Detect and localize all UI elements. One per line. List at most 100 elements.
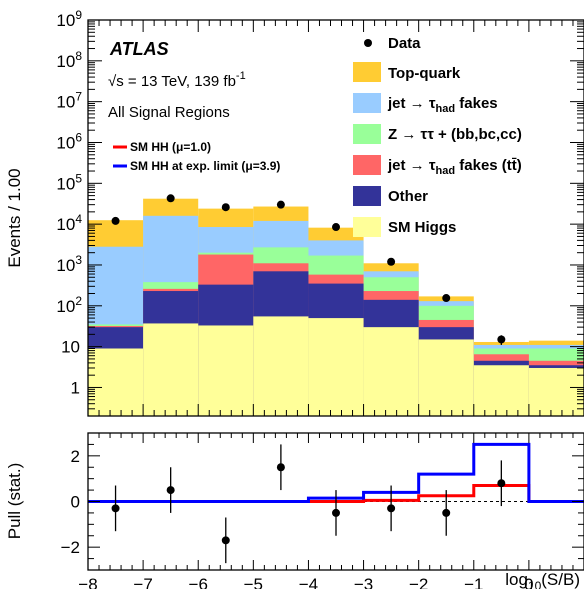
- y-tick-label-9: 109: [56, 8, 82, 30]
- legend-jet-tau-tt-sub: had: [436, 165, 456, 177]
- background-legend: Data Top-quark jet → τhad fakes Z → ττ +…: [353, 35, 522, 237]
- pull-panel: −2 0 2 −8 −7 −6 −5 −4 −3 −2 −1 0 Pull (stat.): [5, 432, 584, 589]
- x-tick-label-2: −6: [189, 575, 208, 589]
- legend-label-sm-higgs: SM Higgs: [388, 219, 456, 236]
- data-point-1: [166, 194, 175, 203]
- x-tick-label-6: −2: [409, 575, 428, 589]
- pull-point-5: [387, 504, 396, 513]
- data-points-layer: [111, 194, 506, 345]
- y-tick-label-exp: 3: [75, 253, 82, 267]
- y-tick-label-3: 103: [56, 253, 82, 275]
- y-tick-label-5: 105: [56, 171, 82, 193]
- stack-bar-sm_higgs-bin-6: [418, 339, 474, 416]
- data-point-4: [332, 223, 340, 232]
- data-point-3: [276, 200, 285, 209]
- x-axis-title: log10(S/B): [505, 570, 580, 589]
- y-tick-label-base: 10: [56, 52, 75, 71]
- pull-point-2: [221, 536, 230, 545]
- legend-swatch-ztautau: [353, 124, 381, 144]
- x-tick-label-5: −3: [354, 575, 373, 589]
- pull-point-1: [166, 486, 175, 495]
- legend-label-data: Data: [388, 35, 421, 52]
- stack-bar-sm_higgs-bin-8: [528, 367, 584, 416]
- y-tick-label-exp: 6: [75, 130, 82, 144]
- legend-swatch-jet-tau-fakes-ttbar: [353, 155, 381, 175]
- pull-data-layer: [111, 444, 506, 564]
- x-tick-label-3: −5: [244, 575, 263, 589]
- y-tick-label-4: 104: [56, 212, 82, 234]
- data-point-2: [221, 203, 230, 212]
- legend-label-sm-hh-limit: SM HH at exp. limit (μ=3.9): [130, 159, 280, 173]
- y-axis-title: Events / 1.00: [5, 168, 24, 267]
- stack-bar-sm_higgs-bin-2: [198, 325, 254, 416]
- pull-point-3: [276, 463, 285, 472]
- y-tick-label-exp: 7: [75, 90, 82, 104]
- pull-point-4: [332, 508, 340, 517]
- legend-label-sm-hh: SM HH (μ=1.0): [130, 140, 211, 154]
- pull-axes: −2 0 2 −8 −7 −6 −5 −4 −3 −2 −1 0: [61, 432, 584, 589]
- x-tick-label-0: −8: [78, 575, 97, 589]
- stack-bar-sm_higgs-bin-5: [363, 327, 419, 416]
- x-tick-label-7: −1: [464, 575, 483, 589]
- legend-label-jet-tau-fakes: jet → τhad fakes: [387, 95, 498, 115]
- pull-y-axis-title: Pull (stat.): [5, 463, 24, 540]
- energy-label-sup: -1: [236, 70, 246, 82]
- pull-y-tick-label-2: 2: [71, 447, 80, 466]
- y-tick-label-exp: 9: [75, 8, 82, 22]
- legend-swatch-jet-tau-fakes: [353, 93, 381, 113]
- y-tick-label-base: 10: [56, 174, 75, 193]
- x-axis-title-main: log: [505, 570, 528, 589]
- y-tick-label-0: 1: [71, 378, 80, 397]
- pull-point-6: [442, 508, 451, 517]
- y-tick-label-2: 102: [56, 294, 82, 316]
- legend-label-top-quark: Top-quark: [388, 65, 461, 82]
- data-point-6: [442, 294, 451, 303]
- y-tick-label-exp: 2: [75, 294, 82, 308]
- x-tick-label-4: −4: [299, 575, 318, 589]
- legend-jet-tau-tt-main: jet → τ: [387, 157, 436, 174]
- stack-bar-sm_higgs-bin-7: [473, 365, 529, 416]
- data-point-0: [111, 216, 120, 225]
- legend-label-other: Other: [388, 188, 428, 205]
- y-tick-label-7: 107: [56, 90, 82, 112]
- pull-point-7: [497, 479, 506, 488]
- pull-line-sm_hh_exp_limit: [88, 442, 584, 503]
- legend-marker-data: [364, 39, 372, 47]
- legend-jet-tau-sub: had: [436, 103, 456, 115]
- y-tick-label-base: 10: [56, 256, 75, 275]
- x-tick-label-1: −7: [133, 575, 152, 589]
- stack-bar-sm_higgs-bin-4: [308, 318, 364, 416]
- y-tick-label-exp: 8: [75, 49, 82, 63]
- y-tick-label-8: 108: [56, 49, 82, 71]
- y-tick-label-base: 10: [56, 93, 75, 112]
- legend-jet-tau-tt-tail: fakes (tt̄): [455, 157, 522, 174]
- legend-jet-tau-tail: fakes: [455, 95, 498, 112]
- legend-swatch-other: [353, 186, 381, 206]
- y-tick-label-base: 10: [56, 297, 75, 316]
- stack-bar-sm_higgs-bin-0: [88, 348, 144, 416]
- y-tick-label-base: 10: [56, 133, 75, 152]
- y-tick-label-base: 10: [56, 11, 75, 30]
- x-tick-label-8: 0: [524, 575, 533, 589]
- signal-legend: SM HH (μ=1.0) SM HH at exp. limit (μ=3.9…: [113, 140, 280, 173]
- pull-point-0: [111, 504, 120, 513]
- legend-label-jet-tau-fakes-ttbar: jet → τhad fakes (tt̄): [387, 157, 522, 177]
- pull-y-tick-label-1: 0: [71, 493, 80, 512]
- y-tick-label-exp: 4: [75, 212, 82, 226]
- legend-jet-tau-main: jet → τ: [387, 95, 436, 112]
- y-tick-label-1: 10: [61, 338, 80, 357]
- x-axis-title-tail: (S/B): [541, 570, 580, 589]
- data-point-7: [497, 335, 506, 344]
- stack-layer: [88, 198, 584, 416]
- energy-label: √s = 13 TeV, 139 fb-1: [108, 70, 246, 90]
- legend-swatch-top-quark: [353, 62, 381, 82]
- x-axis-title-sub: 10: [528, 579, 542, 589]
- legend-swatch-sm-higgs: [353, 217, 381, 237]
- y-tick-label-base: 10: [56, 215, 75, 234]
- main-frame: [87, 19, 584, 417]
- stack-bar-sm_higgs-bin-3: [253, 316, 309, 416]
- legend-label-ztautau: Z → ττ + (bb,bc,cc): [388, 126, 522, 143]
